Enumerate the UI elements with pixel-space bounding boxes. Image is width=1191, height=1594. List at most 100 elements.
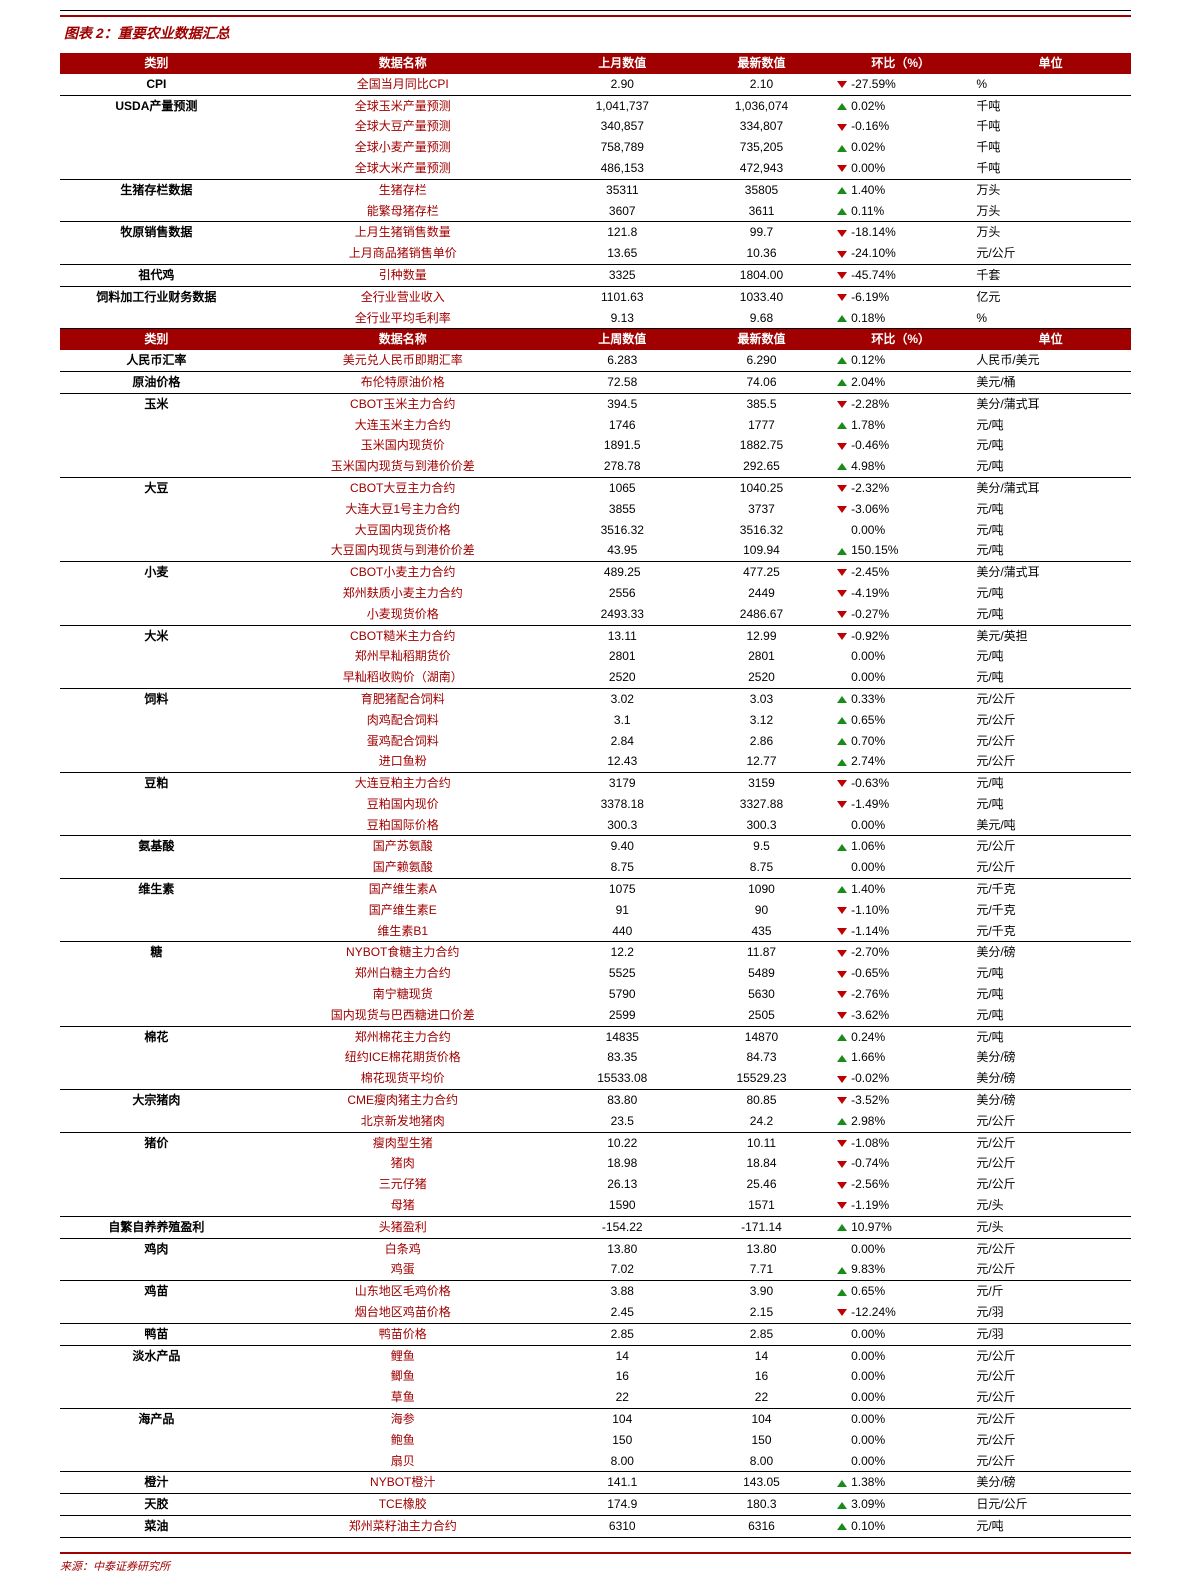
table-row: 大宗猪肉CME瘦肉猪主力合约83.8080.85-3.52%美分/磅 bbox=[60, 1090, 1131, 1111]
cell-latest: 25.46 bbox=[692, 1174, 831, 1195]
table-row: 全球大豆产量预测340,857334,807-0.16%千吨 bbox=[60, 116, 1131, 137]
cell-latest: 3.90 bbox=[692, 1281, 831, 1302]
cell-unit: 元/吨 bbox=[970, 794, 1131, 815]
cell-unit: 元/公斤 bbox=[970, 836, 1131, 857]
table-row: 国产维生素E9190-1.10%元/千克 bbox=[60, 900, 1131, 921]
cell-latest: 1882.75 bbox=[692, 435, 831, 456]
table-row: 纽约ICE棉花期货价格83.3584.731.66%美分/磅 bbox=[60, 1047, 1131, 1068]
cell-change: -27.59% bbox=[831, 74, 970, 95]
cell-dataname: 山东地区毛鸡价格 bbox=[253, 1281, 553, 1302]
table-row: 进口鱼粉12.4312.772.74%元/公斤 bbox=[60, 751, 1131, 772]
table-row: 上月商品猪销售单价13.6510.36-24.10%元/公斤 bbox=[60, 243, 1131, 264]
cell-change: 1.06% bbox=[831, 836, 970, 857]
cell-prev: 3.02 bbox=[553, 688, 692, 709]
cell-prev: 121.8 bbox=[553, 222, 692, 243]
table-row: 大豆国内现货与到港价价差43.95109.94150.15%元/吨 bbox=[60, 540, 1131, 561]
table-row: 猪价瘦肉型生猪10.2210.11-1.08%元/公斤 bbox=[60, 1132, 1131, 1153]
cell-change: -2.56% bbox=[831, 1174, 970, 1195]
cell-dataname: 草鱼 bbox=[253, 1387, 553, 1408]
arrow-up-icon bbox=[837, 1118, 847, 1125]
arrow-up-icon bbox=[837, 1480, 847, 1487]
cell-prev: 13.11 bbox=[553, 625, 692, 646]
cell-latest: 104 bbox=[692, 1409, 831, 1430]
cell-category bbox=[60, 731, 253, 752]
col-latest: 最新数值 bbox=[692, 329, 831, 350]
arrow-up-icon bbox=[837, 717, 847, 724]
cell-dataname: 全国当月同比CPI bbox=[253, 74, 553, 95]
cell-change: 2.04% bbox=[831, 371, 970, 393]
table-row: 全球小麦产量预测758,789735,2050.02%千吨 bbox=[60, 137, 1131, 158]
cell-unit: 元/吨 bbox=[970, 646, 1131, 667]
chart-title: 图表 2：重要农业数据汇总 bbox=[60, 23, 1131, 43]
cell-unit: 美分/磅 bbox=[970, 1472, 1131, 1494]
cell-category bbox=[60, 604, 253, 625]
cell-dataname: 南宁糖现货 bbox=[253, 984, 553, 1005]
cell-change: 0.70% bbox=[831, 731, 970, 752]
cell-dataname: 郑州菜籽油主力合约 bbox=[253, 1515, 553, 1537]
col-unit: 单位 bbox=[970, 53, 1131, 74]
cell-category bbox=[60, 1153, 253, 1174]
cell-prev: 6.283 bbox=[553, 350, 692, 371]
cell-category: 糖 bbox=[60, 942, 253, 963]
cell-category: 饲料 bbox=[60, 688, 253, 709]
cell-unit: 元/吨 bbox=[970, 773, 1131, 794]
cell-prev: 394.5 bbox=[553, 393, 692, 414]
table-row: 鲍鱼1501500.00%元/公斤 bbox=[60, 1430, 1131, 1451]
cell-latest: 300.3 bbox=[692, 815, 831, 836]
cell-category: 菜油 bbox=[60, 1515, 253, 1537]
cell-unit: 元/公斤 bbox=[970, 1238, 1131, 1259]
arrow-up-icon bbox=[837, 315, 847, 322]
table-row: 小麦CBOT小麦主力合约489.25477.25-2.45%美分/蒲式耳 bbox=[60, 562, 1131, 583]
arrow-down-icon bbox=[837, 780, 847, 787]
cell-change: 1.40% bbox=[831, 179, 970, 200]
cell-latest: 385.5 bbox=[692, 393, 831, 414]
arrow-down-icon bbox=[837, 1202, 847, 1209]
cell-category: 海产品 bbox=[60, 1409, 253, 1430]
cell-prev: 486,153 bbox=[553, 158, 692, 179]
cell-prev: 10.22 bbox=[553, 1132, 692, 1153]
cell-change: -3.52% bbox=[831, 1090, 970, 1111]
arrow-down-icon bbox=[837, 1076, 847, 1083]
cell-latest: 2801 bbox=[692, 646, 831, 667]
cell-category bbox=[60, 1387, 253, 1408]
cell-prev: 2556 bbox=[553, 583, 692, 604]
cell-dataname: CBOT糙米主力合约 bbox=[253, 625, 553, 646]
cell-prev: 1065 bbox=[553, 477, 692, 498]
table-row: 原油价格布伦特原油价格72.5874.062.04%美元/桶 bbox=[60, 371, 1131, 393]
cell-change: 0.65% bbox=[831, 1281, 970, 1302]
cell-category bbox=[60, 794, 253, 815]
table-row: 豆粕大连豆粕主力合约31793159-0.63%元/吨 bbox=[60, 773, 1131, 794]
arrow-down-icon bbox=[837, 294, 847, 301]
cell-dataname: 豆粕国际价格 bbox=[253, 815, 553, 836]
cell-unit: 美元/桶 bbox=[970, 371, 1131, 393]
cell-change: 0.65% bbox=[831, 710, 970, 731]
cell-latest: 3611 bbox=[692, 201, 831, 222]
table-row: 生猪存栏数据生猪存栏35311358051.40%万头 bbox=[60, 179, 1131, 200]
arrow-down-icon bbox=[837, 1182, 847, 1189]
cell-latest: 14 bbox=[692, 1345, 831, 1366]
cell-category: 氨基酸 bbox=[60, 836, 253, 857]
col-unit: 单位 bbox=[970, 329, 1131, 350]
cell-latest: 3159 bbox=[692, 773, 831, 794]
table-row: 烟台地区鸡苗价格2.452.15-12.24%元/羽 bbox=[60, 1302, 1131, 1323]
table-row: 维生素国产维生素A107510901.40%元/千克 bbox=[60, 879, 1131, 900]
table-row: 玉米国内现货价1891.51882.75-0.46%元/吨 bbox=[60, 435, 1131, 456]
cell-unit: 元/吨 bbox=[970, 604, 1131, 625]
cell-latest: 109.94 bbox=[692, 540, 831, 561]
cell-prev: 104 bbox=[553, 1409, 692, 1430]
cell-prev: 1075 bbox=[553, 879, 692, 900]
col-prev: 上月数值 bbox=[553, 53, 692, 74]
cell-prev: 3607 bbox=[553, 201, 692, 222]
cell-category bbox=[60, 456, 253, 477]
cell-prev: 1,041,737 bbox=[553, 95, 692, 116]
cell-latest: 18.84 bbox=[692, 1153, 831, 1174]
cell-latest: 6316 bbox=[692, 1515, 831, 1537]
cell-latest: 1571 bbox=[692, 1195, 831, 1216]
cell-latest: 80.85 bbox=[692, 1090, 831, 1111]
table-row: 国产赖氨酸8.758.750.00%元/公斤 bbox=[60, 857, 1131, 878]
cell-latest: 2.86 bbox=[692, 731, 831, 752]
cell-unit: 美分/磅 bbox=[970, 942, 1131, 963]
cell-dataname: 全球小麦产量预测 bbox=[253, 137, 553, 158]
cell-unit: 元/吨 bbox=[970, 963, 1131, 984]
cell-change: -24.10% bbox=[831, 243, 970, 264]
